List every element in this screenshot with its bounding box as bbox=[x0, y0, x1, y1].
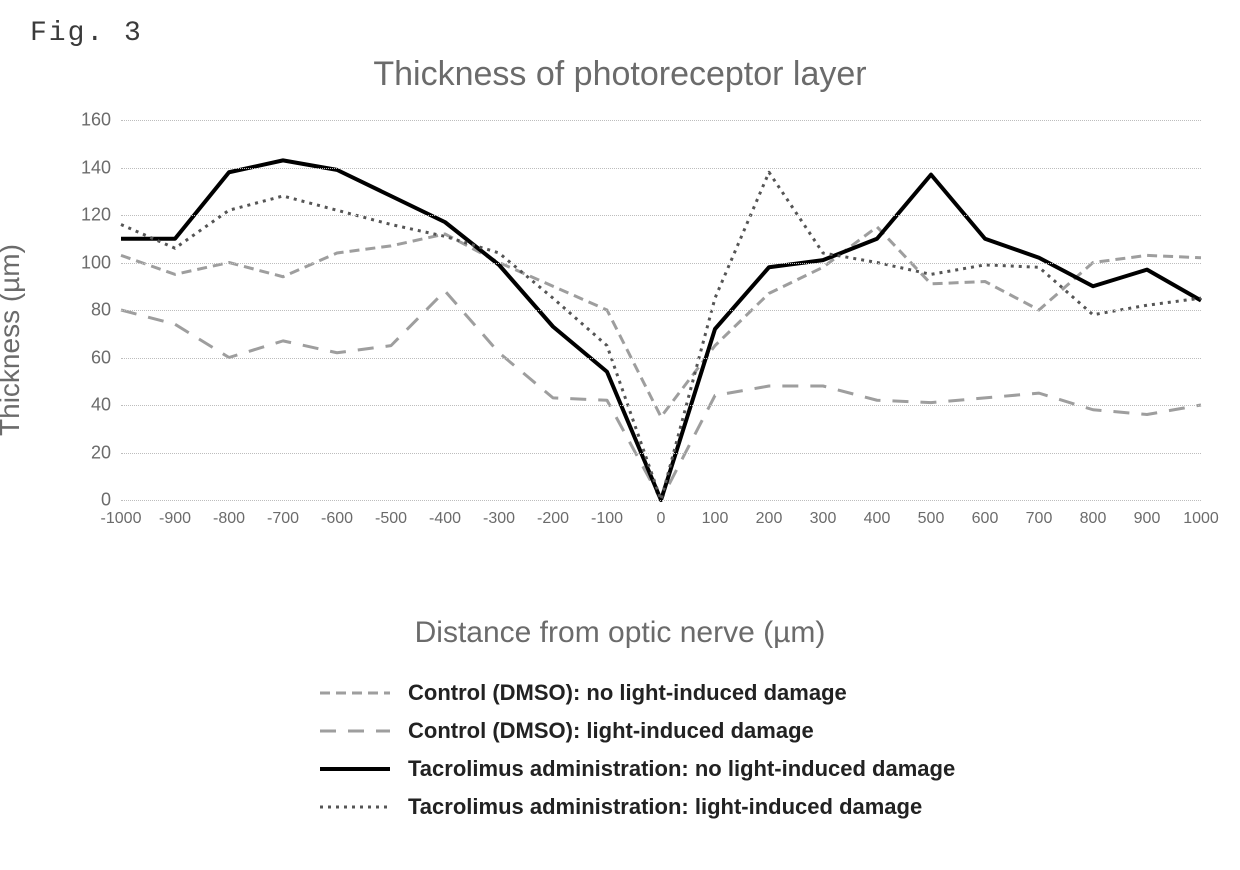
legend-swatch bbox=[320, 759, 390, 779]
legend-label: Control (DMSO): light-induced damage bbox=[408, 718, 814, 744]
legend-label: Tacrolimus administration: light-induced… bbox=[408, 794, 922, 820]
legend-swatch bbox=[320, 797, 390, 817]
gridline bbox=[121, 215, 1201, 216]
x-tick-label: -1000 bbox=[101, 510, 142, 528]
legend: Control (DMSO): no light-induced damage C… bbox=[320, 680, 1140, 832]
series-line bbox=[121, 227, 1201, 417]
x-tick-label: 500 bbox=[918, 510, 945, 528]
legend-swatch bbox=[320, 721, 390, 741]
chart-title: Thickness of photoreceptor layer bbox=[0, 55, 1240, 94]
gridline bbox=[121, 168, 1201, 169]
figure-label: Fig. 3 bbox=[30, 18, 143, 49]
gridline bbox=[121, 120, 1201, 121]
gridline bbox=[121, 358, 1201, 359]
x-tick-label: 300 bbox=[810, 510, 837, 528]
gridline bbox=[121, 453, 1201, 454]
x-tick-label: -700 bbox=[267, 510, 299, 528]
legend-item: Control (DMSO): light-induced damage bbox=[320, 718, 1140, 744]
legend-swatch bbox=[320, 683, 390, 703]
chart-area: Thickness (µm) 020406080100120140160-100… bbox=[30, 100, 1210, 580]
y-tick-label: 20 bbox=[71, 442, 111, 463]
series-line bbox=[121, 160, 1201, 500]
series-line bbox=[121, 291, 1201, 500]
legend-item: Tacrolimus administration: no light-indu… bbox=[320, 756, 1140, 782]
y-tick-label: 0 bbox=[71, 490, 111, 511]
gridline bbox=[121, 263, 1201, 264]
y-tick-label: 100 bbox=[71, 252, 111, 273]
x-tick-label: 900 bbox=[1134, 510, 1161, 528]
x-tick-label: -200 bbox=[537, 510, 569, 528]
x-tick-label: -300 bbox=[483, 510, 515, 528]
y-tick-label: 120 bbox=[71, 205, 111, 226]
legend-label: Control (DMSO): no light-induced damage bbox=[408, 680, 847, 706]
x-tick-label: 400 bbox=[864, 510, 891, 528]
y-tick-label: 60 bbox=[71, 347, 111, 368]
x-tick-label: 200 bbox=[756, 510, 783, 528]
x-tick-label: -600 bbox=[321, 510, 353, 528]
legend-label: Tacrolimus administration: no light-indu… bbox=[408, 756, 955, 782]
x-tick-label: -400 bbox=[429, 510, 461, 528]
y-axis-label: Thickness (µm) bbox=[0, 244, 26, 436]
x-tick-label: -800 bbox=[213, 510, 245, 528]
x-axis-label: Distance from optic nerve (µm) bbox=[30, 616, 1210, 650]
y-tick-label: 40 bbox=[71, 395, 111, 416]
x-tick-label: 100 bbox=[702, 510, 729, 528]
y-tick-label: 140 bbox=[71, 157, 111, 178]
y-tick-label: 80 bbox=[71, 300, 111, 321]
figure-page: Fig. 3 Thickness of photoreceptor layer … bbox=[0, 0, 1240, 870]
plot-area: 020406080100120140160-1000-900-800-700-6… bbox=[120, 120, 1201, 501]
x-tick-label: 600 bbox=[972, 510, 999, 528]
gridline bbox=[121, 405, 1201, 406]
legend-item: Control (DMSO): no light-induced damage bbox=[320, 680, 1140, 706]
gridline bbox=[121, 310, 1201, 311]
series-line bbox=[121, 172, 1201, 500]
x-tick-label: 1000 bbox=[1183, 510, 1219, 528]
x-tick-label: 800 bbox=[1080, 510, 1107, 528]
legend-item: Tacrolimus administration: light-induced… bbox=[320, 794, 1140, 820]
x-tick-label: -100 bbox=[591, 510, 623, 528]
gridline bbox=[121, 500, 1201, 501]
x-tick-label: 0 bbox=[657, 510, 666, 528]
x-tick-label: 700 bbox=[1026, 510, 1053, 528]
x-tick-label: -900 bbox=[159, 510, 191, 528]
x-tick-label: -500 bbox=[375, 510, 407, 528]
y-tick-label: 160 bbox=[71, 110, 111, 131]
